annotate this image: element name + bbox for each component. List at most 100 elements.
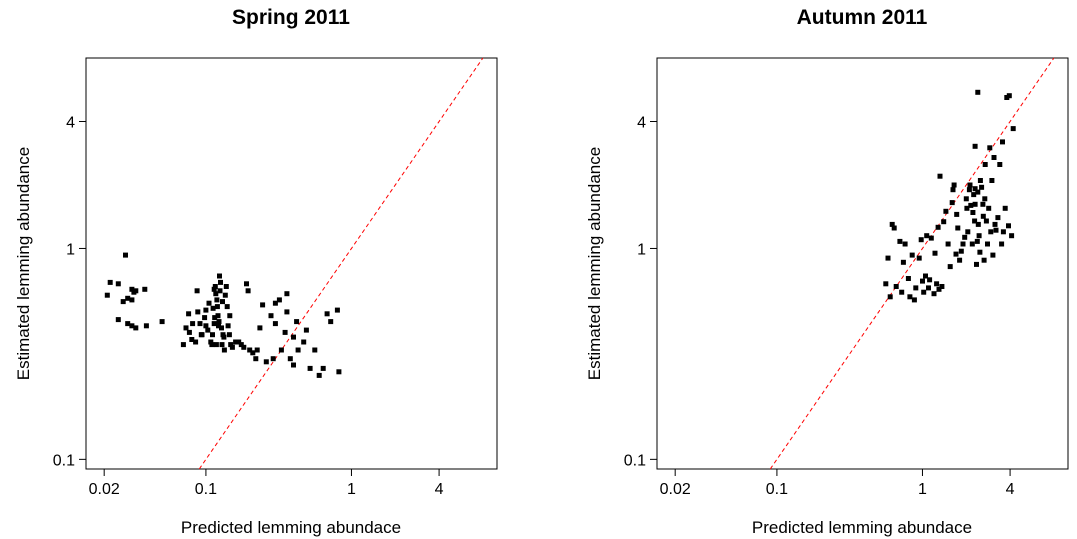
- data-point: [889, 221, 895, 227]
- data-point: [949, 200, 955, 206]
- data-point: [129, 323, 135, 329]
- data-point: [974, 238, 980, 244]
- data-point: [987, 145, 993, 151]
- x-axis-ticks: 0.02 0.1 1 4: [660, 469, 1015, 498]
- data-point: [911, 297, 917, 303]
- data-point: [217, 273, 222, 279]
- data-point: [215, 313, 221, 319]
- data-point: [194, 288, 200, 294]
- data-point: [216, 323, 221, 329]
- data-point: [927, 277, 933, 283]
- data-point: [189, 337, 195, 342]
- data-point: [975, 189, 981, 195]
- data-point: [263, 359, 269, 365]
- data-point: [272, 321, 278, 327]
- data-point: [965, 229, 971, 235]
- data-point: [229, 344, 235, 350]
- data-point: [307, 365, 313, 371]
- data-point: [120, 299, 126, 305]
- data-point: [221, 347, 227, 353]
- reference-line: [198, 57, 484, 470]
- data-point: [982, 162, 988, 167]
- data-point: [962, 234, 968, 240]
- data-point: [985, 241, 990, 247]
- data-point: [199, 332, 205, 338]
- data-point: [268, 313, 274, 319]
- data-point: [1000, 229, 1006, 235]
- data-point: [968, 202, 974, 208]
- data-point: [129, 286, 135, 292]
- data-point: [932, 250, 938, 256]
- x-tick-label: 4: [435, 481, 444, 498]
- data-point: [993, 227, 999, 233]
- data-point: [312, 347, 318, 353]
- data-point: [257, 325, 263, 331]
- data-point: [214, 304, 220, 310]
- scatter-points: [104, 252, 342, 378]
- data-point: [159, 319, 165, 325]
- data-point: [945, 241, 951, 247]
- data-point: [934, 281, 940, 287]
- data-point: [975, 89, 981, 95]
- data-point: [219, 325, 224, 331]
- data-point: [936, 286, 942, 292]
- data-point: [212, 284, 218, 289]
- data-point: [990, 252, 996, 258]
- plot-frame: [85, 57, 498, 470]
- data-point: [210, 332, 215, 338]
- data-point: [995, 215, 1001, 221]
- data-point: [991, 155, 997, 160]
- data-point: [883, 281, 889, 287]
- data-point: [954, 211, 960, 217]
- data-point: [979, 184, 985, 190]
- data-point: [225, 323, 231, 329]
- data-point: [208, 339, 214, 345]
- data-point: [104, 292, 110, 298]
- data-point: [193, 339, 199, 345]
- data-point: [224, 304, 230, 310]
- data-point: [205, 327, 211, 333]
- data-point: [982, 196, 988, 202]
- data-point: [301, 339, 307, 345]
- data-point: [284, 309, 290, 315]
- data-point: [222, 292, 228, 298]
- data-point: [209, 342, 215, 348]
- x-tick-label: 0.02: [660, 481, 691, 498]
- data-point: [947, 264, 953, 270]
- panel-spring: Spring 2011 Predicted lemming abundace E…: [14, 6, 498, 537]
- data-point: [291, 334, 296, 340]
- data-point: [1009, 233, 1015, 239]
- x-tick-label: 4: [1006, 481, 1015, 498]
- data-point: [931, 291, 937, 297]
- data-point: [970, 210, 976, 215]
- data-point: [324, 311, 330, 317]
- data-point: [272, 300, 278, 306]
- data-point: [260, 302, 266, 308]
- data-point: [951, 182, 957, 188]
- data-point: [233, 339, 239, 345]
- data-point: [974, 261, 979, 267]
- data-point: [964, 205, 970, 211]
- data-point: [971, 192, 977, 198]
- data-point: [244, 281, 249, 287]
- data-point: [197, 321, 203, 327]
- data-point: [988, 229, 994, 235]
- data-point: [217, 288, 223, 294]
- data-point: [983, 218, 989, 224]
- data-point: [253, 356, 259, 362]
- plot-frame: [656, 57, 1069, 470]
- data-point: [975, 221, 981, 227]
- x-tick-label: 1: [918, 481, 927, 498]
- y-tick-label: 4: [637, 114, 646, 131]
- data-point: [221, 334, 227, 340]
- data-point: [1006, 223, 1011, 229]
- data-point: [211, 321, 217, 327]
- x-tick-label: 0.1: [766, 481, 788, 498]
- data-point: [920, 278, 925, 284]
- data-point: [190, 321, 196, 327]
- data-point: [1000, 139, 1005, 145]
- y-tick-label: 1: [637, 241, 646, 258]
- data-point: [214, 297, 220, 303]
- y-axis-ticks: 0.1 1 4: [624, 114, 657, 469]
- data-point: [897, 238, 903, 244]
